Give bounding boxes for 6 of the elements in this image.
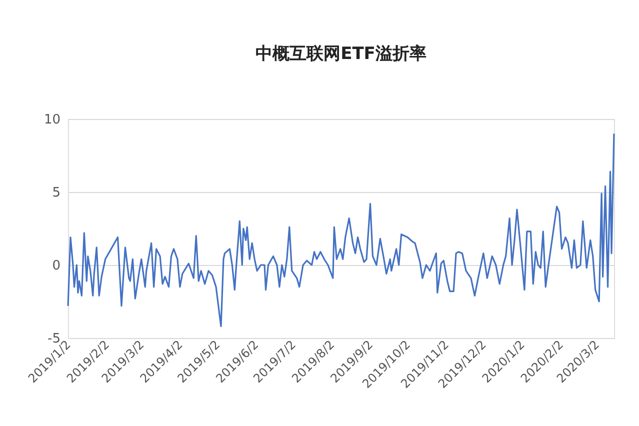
line-series xyxy=(67,132,615,328)
y-tick-label: 10 xyxy=(44,112,60,128)
chart-title: 中概互联网ETF溢折率 xyxy=(256,44,426,64)
y-tick-label: -5 xyxy=(48,332,60,346)
y-tick-label: 0 xyxy=(52,258,60,274)
y-tick-label: 5 xyxy=(52,186,60,200)
